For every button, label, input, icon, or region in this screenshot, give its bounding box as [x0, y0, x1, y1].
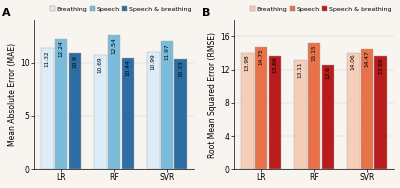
Text: 10.99: 10.99: [151, 54, 156, 70]
Bar: [374, 56, 387, 169]
Bar: [55, 39, 68, 169]
Text: 13.69: 13.69: [272, 57, 278, 74]
Bar: [322, 65, 334, 169]
Legend: Breathing, Speech, Speech & breathing: Breathing, Speech, Speech & breathing: [248, 5, 393, 13]
Text: A: A: [2, 8, 10, 18]
Bar: [294, 60, 307, 169]
Legend: Breathing, Speech, Speech & breathing: Breathing, Speech, Speech & breathing: [48, 5, 193, 13]
Bar: [68, 53, 81, 169]
Bar: [241, 53, 254, 169]
Text: 10.44: 10.44: [125, 59, 130, 76]
Bar: [174, 59, 187, 169]
Y-axis label: Mean Absolute Error (MAE): Mean Absolute Error (MAE): [8, 43, 17, 146]
Y-axis label: Root Mean Squared Error (RMSE): Root Mean Squared Error (RMSE): [208, 32, 217, 158]
Text: 10.69: 10.69: [98, 57, 103, 73]
Text: 15.15: 15.15: [312, 45, 316, 61]
Bar: [108, 35, 120, 169]
Text: B: B: [202, 8, 210, 18]
Text: 13.98: 13.98: [245, 55, 250, 71]
Bar: [347, 52, 360, 169]
Text: 10.33: 10.33: [178, 61, 183, 77]
Text: 12.24: 12.24: [59, 40, 64, 57]
Bar: [41, 49, 54, 169]
Bar: [147, 52, 160, 169]
Text: 10.9: 10.9: [72, 55, 78, 67]
Text: 14.75: 14.75: [259, 48, 264, 65]
Text: 13.11: 13.11: [298, 62, 303, 78]
Bar: [94, 55, 107, 169]
Text: 13.68: 13.68: [378, 57, 383, 74]
Bar: [161, 42, 173, 169]
Text: 12.54: 12.54: [112, 37, 116, 54]
Bar: [308, 43, 320, 169]
Text: 12.6: 12.6: [325, 66, 330, 79]
Bar: [122, 58, 134, 169]
Text: 14.47: 14.47: [364, 50, 370, 67]
Bar: [255, 47, 268, 169]
Text: 11.32: 11.32: [45, 50, 50, 67]
Text: 14.06: 14.06: [351, 54, 356, 70]
Text: 11.97: 11.97: [164, 43, 170, 60]
Bar: [361, 49, 373, 169]
Bar: [268, 56, 281, 169]
